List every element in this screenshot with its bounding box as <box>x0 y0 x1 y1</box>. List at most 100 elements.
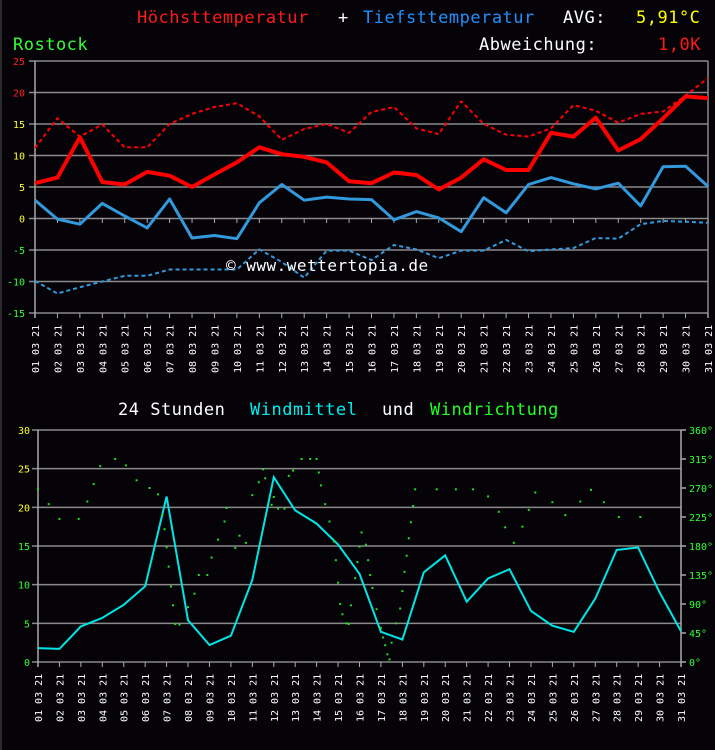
x-tick-label: 13 03 21 <box>300 325 311 373</box>
x-tick-label: 29 03 21 <box>634 674 645 722</box>
wind-direction-dot <box>388 658 391 661</box>
wind-direction-dot <box>251 494 254 497</box>
wind-direction-dot <box>77 517 80 520</box>
x-tick-label: 12 03 21 <box>270 674 281 722</box>
y2-tick-label: 135° <box>689 571 713 582</box>
wind-direction-dot <box>135 479 138 482</box>
wind-direction-dot <box>354 577 357 580</box>
wind-direction-dot <box>319 484 322 487</box>
wind-direction-dot <box>497 510 500 513</box>
x-tick-label: 09 03 21 <box>210 325 221 373</box>
y2-tick-label: 270° <box>689 484 713 495</box>
x-tick-label: 30 03 21 <box>656 674 667 722</box>
wind-direction-dot <box>349 604 352 607</box>
wind-direction-dot <box>99 465 102 468</box>
wind-direction-dot <box>602 501 605 504</box>
wind-direction-dot <box>217 538 219 541</box>
x-tick-label: 02 03 21 <box>55 674 66 722</box>
avg-label: AVG: <box>563 8 606 28</box>
x-tick-label: 08 03 21 <box>184 674 195 722</box>
wind-direction-dot <box>309 458 312 460</box>
x-tick-label: 07 03 21 <box>163 674 174 722</box>
wind-direction-dot <box>124 464 127 467</box>
wind-direction-dot <box>341 613 344 616</box>
wind-direction-dot <box>223 520 226 523</box>
x-tick-label: 25 03 21 <box>548 674 559 722</box>
wind-direction-dot <box>347 623 350 625</box>
x-tick-label: 30 03 21 <box>682 325 693 373</box>
x-tick-label: 08 03 21 <box>188 325 199 373</box>
y-tick-label: 20 <box>18 503 30 514</box>
wind-direction-dot <box>225 507 228 509</box>
x-tick-label: 21 03 21 <box>463 674 474 722</box>
wind-direction-dot <box>324 503 327 506</box>
x-tick-label: 16 03 21 <box>368 325 379 373</box>
y-tick-label: 25 <box>18 465 30 476</box>
x-tick-label: 18 03 21 <box>398 674 409 722</box>
wind-direction-dot <box>238 534 241 537</box>
x-tick-label: 17 03 21 <box>390 325 401 373</box>
wind-direction-dot <box>315 458 318 460</box>
x-tick-label: 23 03 21 <box>525 325 536 373</box>
wind-direction-dot <box>262 468 265 471</box>
wind-direction-dot <box>405 554 408 557</box>
x-tick-label: 05 03 21 <box>121 325 132 373</box>
x-tick-label: 18 03 21 <box>412 325 423 373</box>
series-line <box>34 164 710 241</box>
y2-tick-label: 180° <box>689 542 713 553</box>
wind-direction-dot <box>375 608 378 611</box>
wind-mean-line <box>37 474 682 650</box>
wind-title-prefix: 24 Stunden <box>118 400 226 420</box>
wind-direction-dot <box>412 505 415 507</box>
x-tick-label: 20 03 21 <box>441 674 452 722</box>
wind-direction-dot <box>379 626 382 629</box>
x-tick-label: 02 03 21 <box>53 325 64 373</box>
x-tick-label: 22 03 21 <box>484 674 495 722</box>
wind-direction-dot <box>521 525 524 528</box>
x-tick-label: 22 03 21 <box>502 325 513 373</box>
wind-direction-dot <box>369 574 372 576</box>
wind-direction-dot <box>193 592 196 595</box>
wind-direction-dot <box>172 604 174 607</box>
wind-direction-dot <box>386 653 389 656</box>
x-tick-label: 13 03 21 <box>291 674 302 722</box>
x-tick-label: 17 03 21 <box>377 674 388 722</box>
wind-direction-dot <box>345 622 348 625</box>
wind-direction-dot <box>358 545 361 548</box>
wind-direction-dot <box>527 508 530 511</box>
x-tick-label: 24 03 21 <box>547 325 558 373</box>
y2-tick-label: 45° <box>689 629 707 640</box>
x-tick-label: 26 03 21 <box>570 674 581 722</box>
wind-direction-dot <box>401 590 404 593</box>
x-tick-label: 07 03 21 <box>166 325 177 373</box>
wind-direction-dot <box>210 556 213 559</box>
wind-direction-dot <box>187 606 189 609</box>
wind-direction-dot <box>92 483 95 486</box>
wind-direction-dot <box>58 517 61 520</box>
wind-direction-dot <box>47 503 50 506</box>
x-tick-label: 11 03 21 <box>255 325 266 373</box>
x-tick-label: 23 03 21 <box>506 674 517 722</box>
avg-value: 5,91°C <box>636 8 701 28</box>
wind-direction-dot <box>197 574 200 576</box>
wind-direction-dot <box>277 507 280 510</box>
wind-direction-dot <box>590 488 592 491</box>
wind-direction-dot <box>512 541 515 544</box>
wind-direction-dot <box>356 561 359 564</box>
x-tick-label: 03 03 21 <box>77 674 88 722</box>
legend-plus: + <box>338 8 349 28</box>
wind-direction-dot <box>272 496 275 498</box>
temperature-chart: 25 20 15 10 5 0 -5 -10 -15 01 03 21 02 03 21 03 03 … <box>7 57 715 373</box>
x-tick-label: 16 03 21 <box>356 674 367 722</box>
x-tick-label: 09 03 21 <box>205 674 216 722</box>
x-tick-label: 04 03 21 <box>98 325 109 373</box>
x-tick-label: 12 03 21 <box>278 325 289 373</box>
wind-direction-dot <box>414 488 417 491</box>
wind-direction-dot <box>206 574 209 576</box>
wind-direction-dot <box>339 603 342 605</box>
x-tick-label: 11 03 21 <box>248 674 259 722</box>
x-tick-label: 06 03 21 <box>141 674 152 722</box>
wind-direction-dot <box>234 546 237 549</box>
wind-direction-dot <box>337 581 340 584</box>
wind-direction-dot <box>244 541 247 544</box>
